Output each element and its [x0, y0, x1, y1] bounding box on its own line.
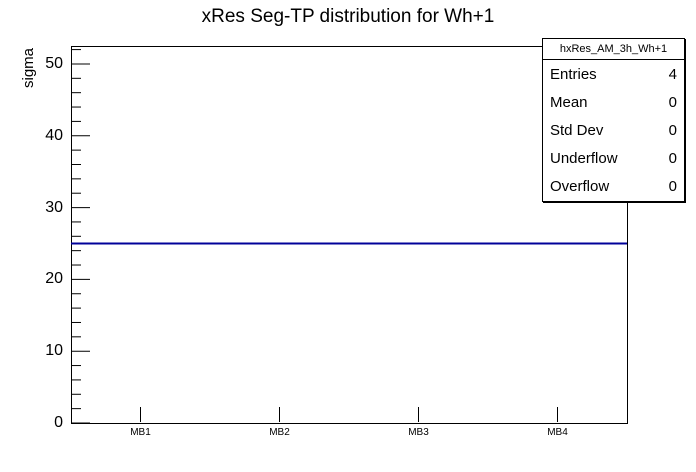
x-tick-label: MB2: [269, 427, 290, 438]
stat-label: Std Dev: [550, 122, 604, 139]
stat-row: Mean 0: [543, 88, 684, 116]
y-tick-label: 10: [45, 342, 63, 360]
x-tick-label: MB3: [408, 427, 429, 438]
stat-value: 4: [668, 65, 677, 83]
x-tick-label: MB1: [130, 427, 151, 438]
y-tick-label: 40: [45, 126, 63, 144]
stat-label: Underflow: [550, 150, 618, 168]
y-tick-label: 0: [54, 414, 63, 431]
stat-label: Mean: [550, 93, 588, 111]
stat-value: 0: [668, 93, 677, 111]
stats-box-title: hxRes_AM_3h_Wh+1: [543, 39, 684, 60]
stat-value: 0: [668, 178, 677, 196]
y-tick-label: 50: [45, 54, 63, 72]
stat-value: 0: [668, 122, 677, 139]
stat-row: Underflow 0: [543, 145, 684, 173]
stat-row: Std Dev 0: [543, 116, 684, 144]
stat-value: 0: [668, 150, 677, 168]
stats-box-rows: Entries 4 Mean 0 Std Dev 0 Underflow 0 Overflow 0: [543, 60, 684, 201]
plot-frame: [71, 46, 628, 424]
stat-row: Entries 4: [543, 60, 684, 88]
x-tick-label: MB4: [547, 427, 568, 438]
y-tick-label: 20: [45, 270, 63, 288]
chart-title: xRes Seg-TP distribution for Wh+1: [201, 6, 495, 27]
stat-row: Overflow 0: [543, 173, 684, 201]
y-tick-label: 30: [45, 198, 63, 216]
stats-box: hxRes_AM_3h_Wh+1 Entries 4 Mean 0 Std Dev 0 Un…: [542, 38, 685, 202]
stat-label: Entries: [550, 65, 597, 83]
stat-label: Overflow: [550, 178, 610, 196]
